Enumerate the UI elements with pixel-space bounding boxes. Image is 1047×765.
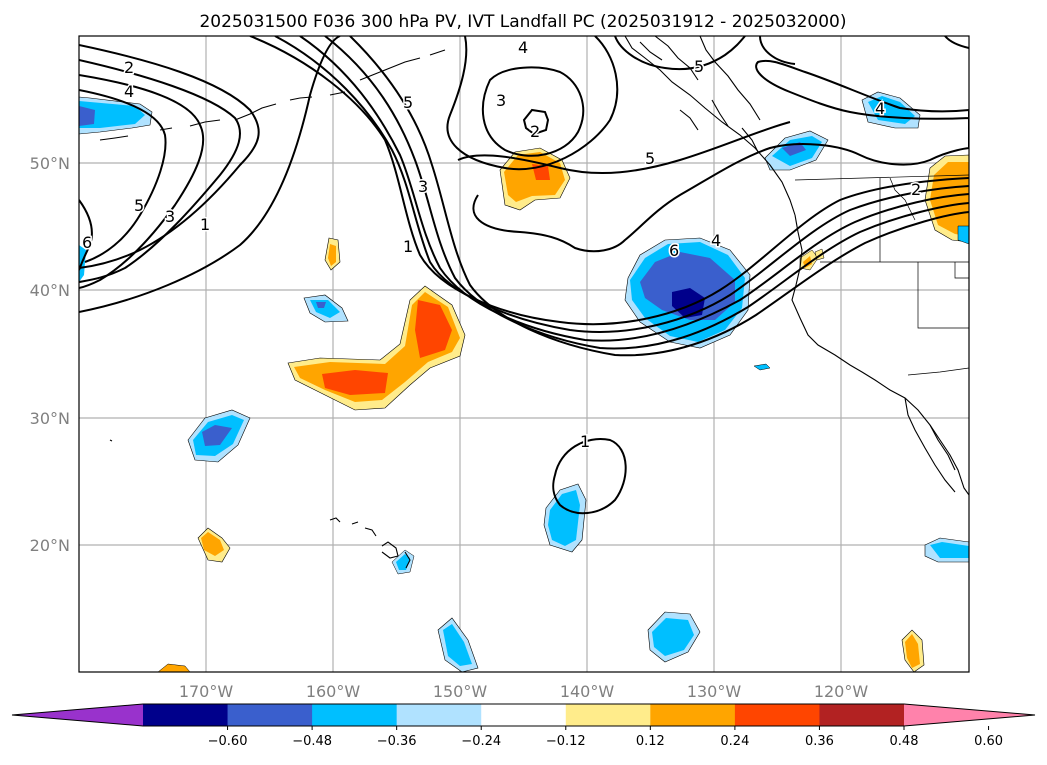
contour-label: 5 bbox=[645, 149, 655, 168]
lon-label: 150°W bbox=[433, 682, 488, 701]
lat-label: 30°N bbox=[30, 409, 70, 428]
contour-label: 5 bbox=[134, 196, 144, 215]
colorbar-segment bbox=[396, 704, 482, 726]
colorbar-extend-high bbox=[904, 704, 1035, 726]
colorbar-tick-label: −0.36 bbox=[377, 734, 417, 749]
longitude-labels: 170°W 160°W 150°W 140°W 130°W 120°W bbox=[179, 682, 869, 701]
map-panel: 2 4 5 3 1 6 4 3 2 5 5 3 1 6 4 4 2 1 5 bbox=[78, 35, 970, 673]
contour-label: 5 bbox=[694, 57, 704, 76]
colorbar-tick-label: −0.24 bbox=[461, 734, 501, 749]
colorbar-segment bbox=[143, 704, 229, 726]
contour-5-gulf bbox=[472, 59, 969, 253]
colorbar-segment bbox=[312, 704, 398, 726]
colorbar-extend-low bbox=[12, 704, 143, 726]
us-west-coast bbox=[791, 214, 969, 496]
contour-4-west bbox=[79, 74, 205, 289]
lat-label: 50°N bbox=[30, 154, 70, 173]
colorbar-segment bbox=[227, 704, 313, 726]
colorbar-tick-label: −0.48 bbox=[292, 734, 332, 749]
colorbar-outline bbox=[11, 703, 1036, 727]
contour-label: 4 bbox=[875, 99, 885, 118]
colorbar-segment bbox=[481, 704, 567, 726]
contour-label: 1 bbox=[403, 237, 413, 256]
lat-label: 40°N bbox=[30, 281, 70, 300]
contour-label: 3 bbox=[165, 207, 175, 226]
contour-3-jet bbox=[299, 36, 969, 342]
alaska-coast bbox=[624, 36, 796, 216]
contour-label: 6 bbox=[669, 241, 679, 260]
colorbar-segment bbox=[734, 704, 820, 726]
contour-3-gulf bbox=[481, 66, 585, 157]
baja-coast bbox=[904, 397, 956, 493]
contour-5-upper bbox=[457, 121, 791, 175]
colorbar-tick-label: 0.36 bbox=[805, 734, 834, 749]
pv-contours bbox=[79, 36, 969, 515]
contour-label: 4 bbox=[711, 231, 721, 250]
contour-2-gulf bbox=[522, 108, 550, 136]
contour-label: 4 bbox=[124, 82, 134, 101]
contour-5-jet bbox=[349, 36, 969, 357]
colorbar-segment bbox=[650, 704, 736, 726]
contour-5-ne bbox=[614, 36, 746, 71]
figure-title: 2025031500 F036 300 hPa PV, IVT Landfall… bbox=[199, 12, 846, 32]
ivt-filled-anomalies bbox=[79, 91, 969, 672]
colorbar-tick-label: 0.48 bbox=[890, 734, 919, 749]
colorbar-tick-label: 0.60 bbox=[974, 734, 1003, 749]
contour-4-jet bbox=[324, 36, 969, 350]
contour-label: 1 bbox=[200, 215, 210, 234]
colorbar-tick-label: 0.24 bbox=[720, 734, 749, 749]
lon-label: 140°W bbox=[560, 682, 615, 701]
contour-4-gulf bbox=[446, 36, 619, 171]
contour-5-west bbox=[79, 89, 167, 263]
colorbar-tick-label: −0.60 bbox=[208, 734, 248, 749]
lat-label: 20°N bbox=[30, 536, 70, 555]
aleutian-islands bbox=[234, 49, 446, 121]
colorbar-segment bbox=[819, 704, 905, 726]
lon-label: 170°W bbox=[179, 682, 234, 701]
contour-label: 3 bbox=[418, 177, 428, 196]
map-frame bbox=[78, 35, 970, 673]
colorbar-tick-label: −0.12 bbox=[546, 734, 586, 749]
contour-6-west bbox=[79, 199, 93, 271]
contour-1-ridge bbox=[79, 36, 341, 313]
colorbar-tick-label: 0.12 bbox=[636, 734, 665, 749]
contour-label: 4 bbox=[518, 38, 528, 57]
contour-label: 2 bbox=[530, 122, 540, 141]
contour-label: 1 bbox=[580, 432, 590, 451]
contour-label: 5 bbox=[403, 93, 413, 112]
contour-1-jet bbox=[249, 36, 969, 326]
contour-1-subtropics bbox=[552, 438, 627, 515]
latitude-labels: 50°N 40°N 30°N 20°N bbox=[30, 154, 70, 555]
gridlines bbox=[79, 36, 969, 672]
hawaii-islands bbox=[329, 517, 399, 559]
contour-label: 2 bbox=[911, 180, 921, 199]
coastlines bbox=[99, 36, 969, 569]
contour-2-jet bbox=[274, 36, 969, 333]
contour-label: 2 bbox=[124, 58, 134, 77]
contour-2-west bbox=[79, 44, 260, 269]
lon-label: 160°W bbox=[306, 682, 361, 701]
lon-label: 120°W bbox=[814, 682, 869, 701]
contour-label: 6 bbox=[82, 233, 92, 252]
contour-3-west bbox=[79, 59, 241, 283]
colorbar-segment bbox=[565, 704, 651, 726]
lon-label: 130°W bbox=[687, 682, 742, 701]
pv-contour-labels: 2 4 5 3 1 6 4 3 2 5 5 3 1 6 4 4 2 1 5 bbox=[81, 37, 923, 453]
contour-label: 3 bbox=[496, 91, 506, 110]
colorbar: −0.60 −0.48 −0.36 −0.24 −0.12 0.12 0.24 0.36 0.4… bbox=[11, 703, 1036, 749]
